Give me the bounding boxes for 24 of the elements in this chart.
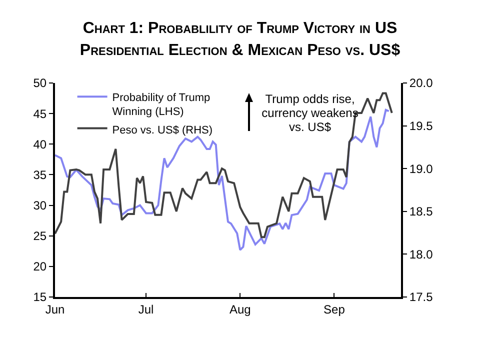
y-tick-label: 15 <box>33 290 47 304</box>
line-series <box>55 108 390 251</box>
y-tick-label: 45 <box>33 106 47 121</box>
x-tick-label: Sep <box>324 302 346 316</box>
chart-title: Chart 1: Probablility of Trump Victory in US Presidential Election & Mexican Peso vs. US$ <box>78 19 402 61</box>
x-tick-label: Jul <box>138 302 154 316</box>
y2-tick-label: 18.5 <box>409 204 434 219</box>
y2-tick-label: 18.0 <box>409 247 434 262</box>
x-tick-label: Jun <box>45 302 65 316</box>
y-tick-label: 25 <box>33 229 47 244</box>
line-series <box>55 92 393 238</box>
legend-label: Probability of Trump Winning (LHS) <box>112 92 210 118</box>
y2-tick-label: 19.0 <box>409 162 434 176</box>
y2-tick-label: 17.5 <box>409 290 434 304</box>
annotation: Trump odds rise, currency weakens vs. US$ <box>260 92 360 134</box>
y-tick-label: 50 <box>33 76 47 90</box>
x-tick-label: Aug <box>229 302 251 316</box>
legend-label: Peso vs. US$ (RHS) <box>112 124 213 136</box>
y2-tick-label: 20.0 <box>409 76 434 90</box>
y-tick-label: 40 <box>33 137 47 152</box>
y-tick-label: 20 <box>33 260 47 274</box>
y-tick-label: 30 <box>33 198 47 212</box>
y2-tick-label: 19.5 <box>409 119 434 133</box>
y-tick-label: 35 <box>33 168 47 182</box>
